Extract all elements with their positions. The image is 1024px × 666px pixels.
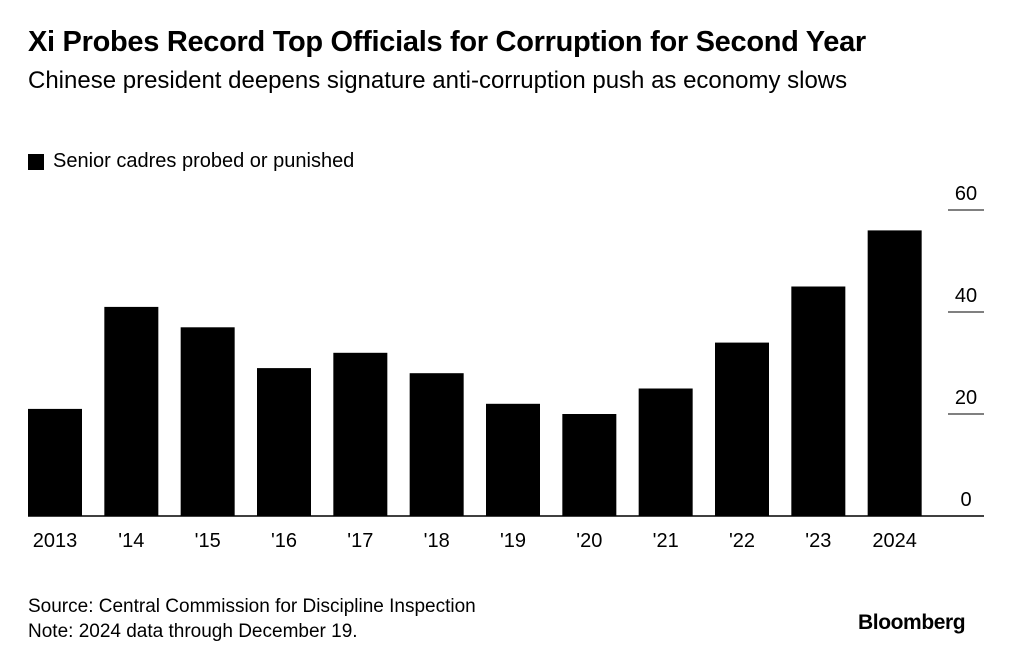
legend-swatch [28, 153, 44, 170]
y-tick-label: 20 [955, 387, 977, 409]
x-tick-label: 2013 [33, 530, 78, 552]
footer: Source: Central Commission for Disciplin… [28, 594, 476, 644]
x-tick-label: '15 [195, 530, 221, 552]
bar [28, 408, 82, 516]
legend: Senior cadres probed or punished [28, 150, 354, 173]
bar [409, 373, 464, 516]
x-tick-label: '20 [576, 530, 602, 552]
x-tick-label: '14 [118, 530, 144, 552]
chart-title: Xi Probes Record Top Officials for Corru… [28, 26, 866, 58]
x-tick-label: '21 [653, 530, 679, 552]
x-tick-label: '19 [500, 530, 526, 552]
bar [562, 414, 617, 516]
x-tick-label: '17 [347, 530, 373, 552]
x-tick-label: '23 [805, 530, 831, 552]
bar [715, 342, 769, 516]
bar [486, 403, 540, 516]
data-note: Note: 2024 data through December 19. [28, 621, 358, 642]
bar [180, 327, 235, 516]
bar [104, 306, 159, 516]
source-note: Source: Central Commission for Disciplin… [28, 596, 476, 617]
bloomberg-logo: Bloomberg [858, 611, 966, 634]
chart-subtitle: Chinese president deepens signature anti… [28, 67, 848, 94]
x-tick-label: '16 [271, 530, 297, 552]
bar [867, 230, 922, 516]
y-tick-label: 60 [955, 183, 977, 205]
x-tick-label: '22 [729, 530, 755, 552]
y-tick-label: 40 [955, 285, 977, 307]
bar [638, 388, 693, 516]
x-tick-label: 2024 [872, 530, 917, 552]
bar [257, 368, 311, 516]
legend-label: Senior cadres probed or punished [53, 150, 355, 172]
x-tick-label: '18 [424, 530, 450, 552]
bar [333, 352, 388, 516]
bar [791, 286, 846, 516]
bar-chart: 0 20 40 60 2013 '14 '15 '16 '17 '18 '19 '20 '21 '22 '2… [28, 183, 984, 552]
y-tick-label: 0 [960, 489, 971, 511]
